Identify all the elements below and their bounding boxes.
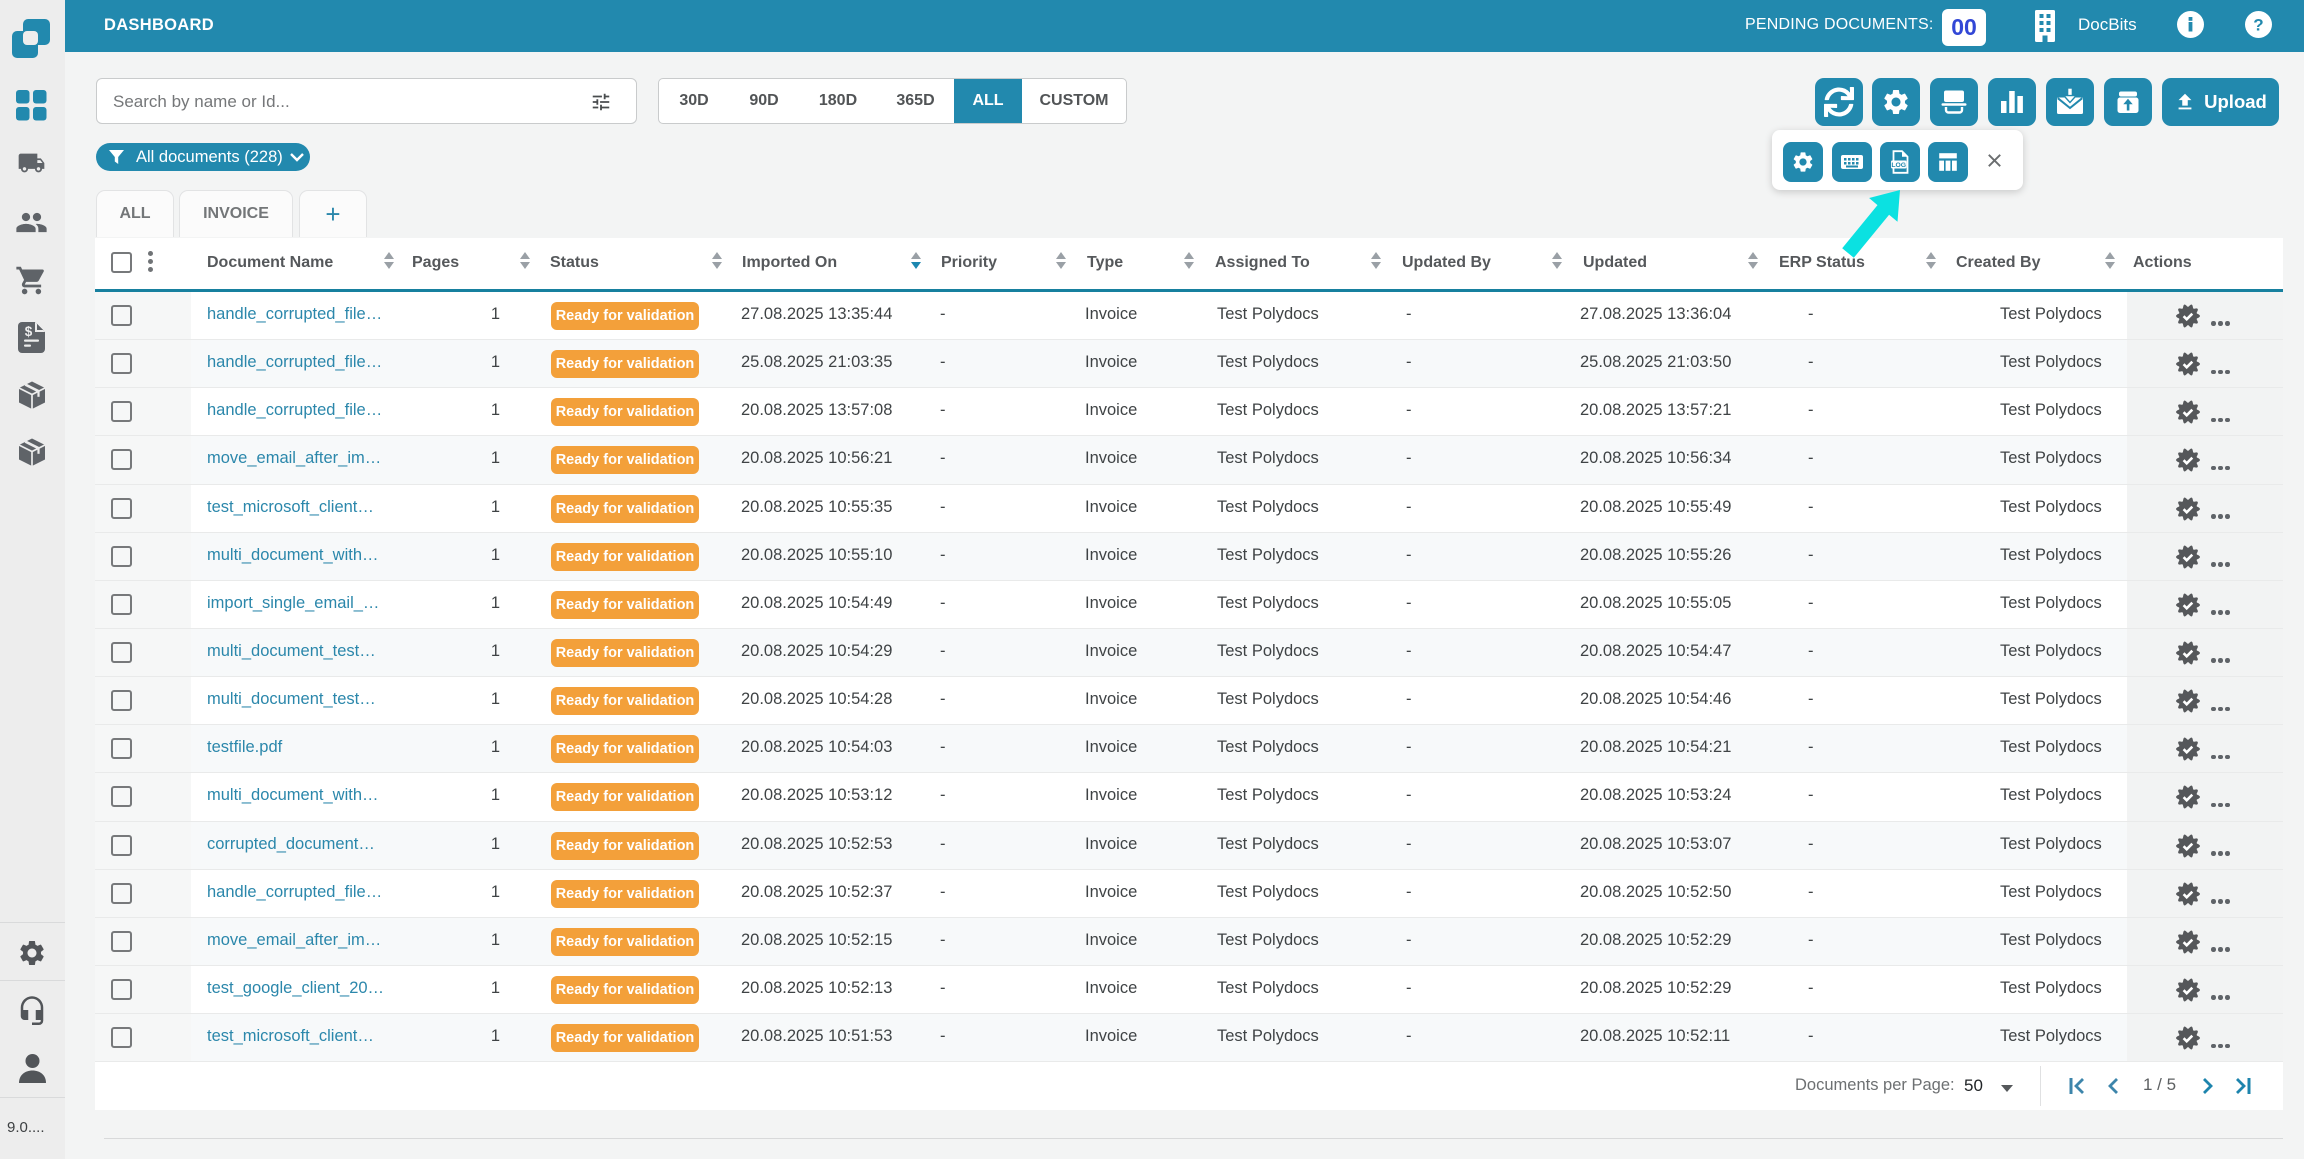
svg-text:?: ? bbox=[2253, 16, 2263, 35]
svg-text:LOG: LOG bbox=[1891, 162, 1906, 169]
svg-text:$: $ bbox=[25, 324, 33, 339]
